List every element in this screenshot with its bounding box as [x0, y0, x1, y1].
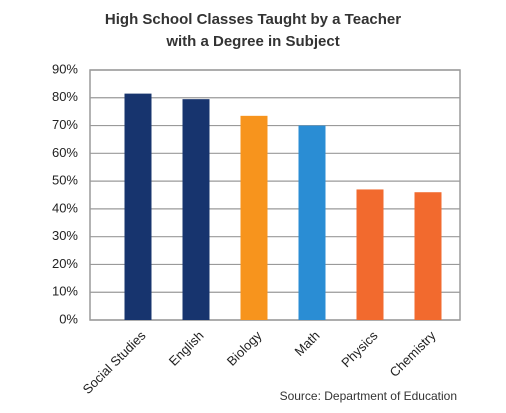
y-tick-label: 50%: [52, 173, 78, 188]
y-tick-label: 30%: [52, 228, 78, 243]
y-tick-label: 0%: [59, 311, 78, 326]
y-tick-label: 20%: [52, 256, 78, 271]
y-tick-label: 40%: [52, 200, 78, 215]
bar: [356, 189, 384, 320]
x-tick-label: Math: [292, 328, 323, 359]
chart-title: High School Classes Taught by a Teacher: [105, 11, 401, 28]
x-tick-label: English: [166, 328, 207, 369]
bar: [124, 93, 152, 320]
source-note: Source: Department of Education: [280, 389, 457, 403]
chart-title: with a Degree in Subject: [165, 33, 339, 50]
x-tick-label: Chemistry: [387, 328, 439, 380]
y-tick-label: 90%: [52, 61, 78, 76]
x-tick-label: Biology: [224, 328, 265, 369]
y-tick-label: 80%: [52, 89, 78, 104]
bar: [298, 125, 326, 320]
x-tick-label: Social Studies: [80, 328, 149, 397]
y-tick-label: 70%: [52, 117, 78, 132]
bar: [414, 192, 442, 320]
y-tick-label: 10%: [52, 284, 78, 299]
bar: [240, 115, 268, 320]
x-tick-label: Physics: [338, 328, 381, 371]
y-tick-label: 60%: [52, 145, 78, 160]
bar: [182, 99, 210, 321]
